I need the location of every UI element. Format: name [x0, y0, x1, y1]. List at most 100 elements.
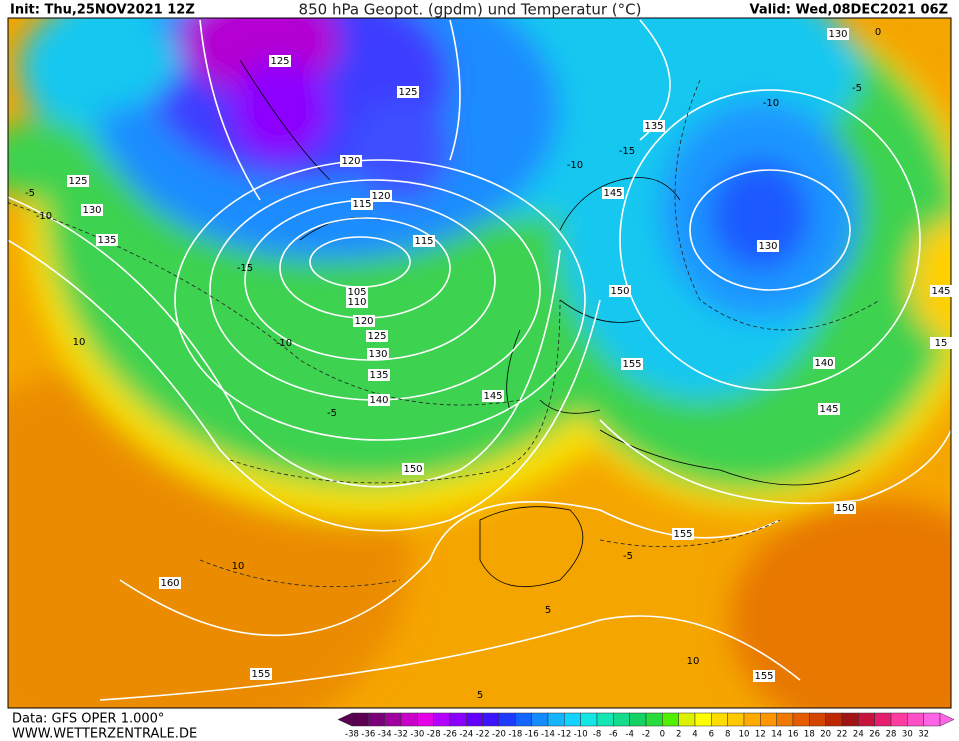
colorbar-label: -12 [557, 730, 571, 740]
geopotential-label: 120 [354, 316, 373, 327]
colorbar-label: 0 [660, 730, 665, 740]
colorbar-swatch [482, 712, 500, 727]
label-box [609, 285, 631, 297]
temperature-label: -10 [763, 98, 779, 109]
colorbar-arrow [939, 712, 955, 727]
label-box [340, 155, 362, 167]
label-box [827, 28, 849, 40]
colorbar-label: 24 [853, 730, 864, 740]
colorbar-label: -28 [427, 730, 441, 740]
colorbar-swatch [613, 712, 630, 727]
geopotential-label: 155 [251, 669, 270, 680]
colorbar-label: 28 [886, 730, 897, 740]
label-box [753, 670, 775, 682]
init-time: Init: Thu,25NOV2021 12Z [10, 3, 195, 18]
geopotential-label: 150 [403, 464, 422, 475]
label-box [370, 190, 392, 202]
label-box [413, 235, 435, 247]
label-box [930, 285, 952, 297]
colorbar-swatch [547, 712, 565, 727]
temperature-labels: -10 -10 -15 -15 -10 -5 -5 10 10 10 -10 -5 -5 0 5 5 [25, 27, 881, 701]
geopotential-label: 145 [931, 286, 950, 297]
colorbar-label: -14 [541, 730, 555, 740]
geopotential-label: 150 [610, 286, 629, 297]
colorbar-swatch [776, 712, 794, 727]
label-box [353, 315, 375, 327]
label-box [930, 337, 952, 349]
colorbar-swatch [515, 712, 532, 727]
label-box [368, 369, 390, 381]
colorbar-label: -32 [394, 730, 408, 740]
geopotential-label: 120 [341, 156, 360, 167]
colorbar: -38 -36 -34 -32 -30 -28 -26 -24 -22 -20 -18 -16 -14-… [337, 712, 955, 740]
label-box [96, 234, 118, 246]
temperature-label: -15 [619, 146, 635, 157]
colorbar-swatch [907, 712, 924, 727]
geopotential-label: 160 [160, 578, 179, 589]
colorbar-swatch [368, 712, 385, 727]
colorbar-label: -16 [525, 730, 539, 740]
colorbar-label: -18 [508, 730, 522, 740]
label-box [643, 120, 665, 132]
geopotential-label: 125 [367, 331, 386, 342]
label-box [346, 286, 368, 298]
geopotential-label: 130 [758, 241, 777, 252]
temperature-label: -5 [327, 408, 337, 419]
colorbar-label: -6 [609, 730, 617, 740]
colorbar-arrow [337, 712, 353, 727]
colorbar-swatch [449, 712, 467, 727]
label-box [366, 330, 388, 342]
label-box [367, 348, 389, 360]
colorbar-label: 10 [739, 730, 750, 740]
geopotential-label: 130 [368, 349, 387, 360]
label-box [757, 240, 779, 252]
geopotential-label: 130 [82, 205, 101, 216]
colorbar-label: 12 [755, 730, 766, 740]
label-box [351, 198, 373, 210]
geopotential-label: 155 [622, 359, 641, 370]
label-box [81, 204, 103, 216]
colorbar-swatch [678, 712, 696, 727]
geopotential-label: 140 [814, 358, 833, 369]
colorbar-swatch [645, 712, 663, 727]
label-box [813, 357, 835, 369]
colorbar-label: 32 [918, 730, 929, 740]
geopotential-label: 145 [603, 188, 622, 199]
geopotential-label: 130 [828, 29, 847, 40]
geopotential-label: 110 [347, 297, 366, 308]
colorbar-label: -30 [410, 730, 424, 740]
colorbar-swatch [792, 712, 810, 727]
colorbar-label: 2 [676, 730, 681, 740]
geopotential-label: 125 [270, 56, 289, 67]
geopotential-label: 145 [483, 391, 502, 402]
geopotential-label: 135 [97, 235, 116, 246]
colorbar-label: -10 [574, 730, 588, 740]
label-box [159, 577, 181, 589]
label-box [67, 175, 89, 187]
colorbar-label: -38 [345, 730, 359, 740]
label-box [672, 528, 694, 540]
temperature-label: -5 [852, 83, 862, 94]
colorbar-label: 14 [771, 730, 782, 740]
temperature-label: -10 [36, 211, 52, 222]
geopotential-label: 115 [414, 236, 433, 247]
colorbar-swatch [384, 712, 402, 727]
valid-time: Valid: Wed,08DEC2021 06Z [749, 3, 948, 18]
temperature-label: 10 [687, 656, 700, 667]
colorbar-label: 6 [709, 730, 714, 740]
temperature-label: -15 [237, 263, 253, 274]
colorbar-swatch [580, 712, 598, 727]
label-box [602, 187, 624, 199]
label-box [818, 403, 840, 415]
geopotential-label: 125 [398, 87, 417, 98]
geopotential-label: 120 [371, 191, 390, 202]
map-title: 850 hPa Geopot. (gpdm) und Temperatur (°… [299, 1, 642, 19]
geopotential-label: 135 [644, 121, 663, 132]
colorbar-swatch [400, 712, 418, 727]
geopotential-label: 125 [68, 176, 87, 187]
colorbar-label: 18 [804, 730, 815, 740]
label-box [397, 86, 419, 98]
